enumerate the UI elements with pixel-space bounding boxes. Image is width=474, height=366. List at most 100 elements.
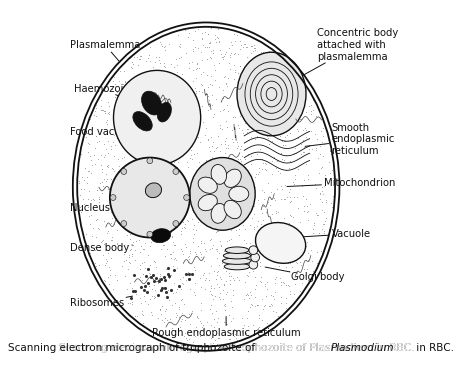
- Point: [213, 96, 220, 102]
- Point: [217, 296, 224, 302]
- Point: [218, 126, 225, 132]
- Point: [223, 95, 231, 101]
- Point: [127, 165, 135, 171]
- Point: [301, 272, 309, 278]
- Point: [144, 167, 152, 173]
- Point: [309, 268, 316, 274]
- Point: [182, 133, 190, 139]
- Point: [143, 111, 151, 116]
- Point: [312, 113, 320, 119]
- Point: [155, 213, 162, 219]
- Circle shape: [249, 260, 258, 269]
- Point: [178, 120, 186, 126]
- Point: [256, 146, 264, 152]
- Point: [108, 237, 115, 243]
- Point: [178, 225, 185, 231]
- Point: [164, 294, 171, 300]
- Point: [172, 314, 180, 320]
- Point: [246, 240, 254, 246]
- Point: [111, 191, 119, 197]
- Point: [240, 176, 247, 182]
- Point: [221, 203, 229, 209]
- Point: [185, 311, 192, 317]
- Point: [276, 275, 284, 281]
- Point: [239, 222, 246, 228]
- Point: [285, 268, 292, 274]
- Point: [207, 263, 215, 269]
- Point: [287, 110, 295, 116]
- Point: [253, 93, 260, 99]
- Point: [128, 85, 136, 90]
- Point: [138, 206, 146, 212]
- Point: [135, 220, 142, 226]
- Point: [139, 117, 147, 123]
- Point: [164, 104, 172, 110]
- Point: [139, 191, 146, 197]
- Point: [304, 257, 312, 262]
- Point: [182, 271, 190, 277]
- Point: [212, 229, 219, 235]
- Point: [209, 171, 216, 177]
- Point: [234, 70, 241, 76]
- Point: [91, 260, 99, 266]
- Point: [101, 152, 109, 158]
- Point: [210, 324, 218, 330]
- Point: [76, 192, 83, 198]
- Point: [219, 260, 226, 266]
- Point: [154, 160, 161, 166]
- Point: [297, 232, 304, 238]
- Point: [115, 202, 122, 208]
- Point: [210, 111, 217, 117]
- Point: [312, 147, 319, 153]
- Point: [211, 77, 219, 83]
- Point: [206, 156, 214, 162]
- Point: [155, 280, 162, 285]
- Point: [134, 209, 142, 215]
- Point: [173, 124, 180, 130]
- Point: [192, 227, 200, 233]
- Point: [238, 128, 246, 134]
- Point: [108, 220, 115, 226]
- Point: [224, 108, 232, 113]
- Point: [277, 300, 285, 306]
- Point: [104, 164, 111, 170]
- Point: [230, 169, 237, 175]
- Point: [168, 325, 175, 331]
- Point: [111, 272, 119, 277]
- Point: [100, 154, 108, 160]
- Point: [182, 27, 189, 33]
- Point: [103, 163, 110, 169]
- Point: [206, 39, 214, 45]
- Point: [111, 142, 119, 147]
- Point: [156, 276, 164, 282]
- Point: [283, 305, 290, 310]
- Point: [313, 212, 320, 218]
- Point: [156, 271, 164, 277]
- Point: [129, 139, 137, 145]
- Point: [141, 161, 149, 167]
- Point: [252, 282, 260, 288]
- Point: [289, 214, 297, 220]
- Point: [193, 60, 201, 66]
- Point: [298, 280, 305, 286]
- Point: [143, 105, 150, 111]
- Point: [241, 164, 249, 169]
- Point: [285, 109, 293, 115]
- Point: [244, 213, 251, 219]
- Point: [319, 153, 327, 159]
- Point: [253, 326, 261, 332]
- Point: [216, 290, 224, 296]
- Point: [234, 265, 241, 271]
- Point: [107, 176, 115, 182]
- Point: [175, 203, 183, 209]
- Point: [91, 108, 99, 114]
- Point: [277, 280, 284, 285]
- Point: [213, 249, 220, 254]
- Point: [182, 194, 190, 199]
- Point: [177, 286, 185, 292]
- Point: [141, 215, 148, 221]
- Point: [296, 219, 303, 224]
- Point: [238, 79, 246, 85]
- Point: [156, 68, 164, 74]
- Point: [231, 38, 238, 44]
